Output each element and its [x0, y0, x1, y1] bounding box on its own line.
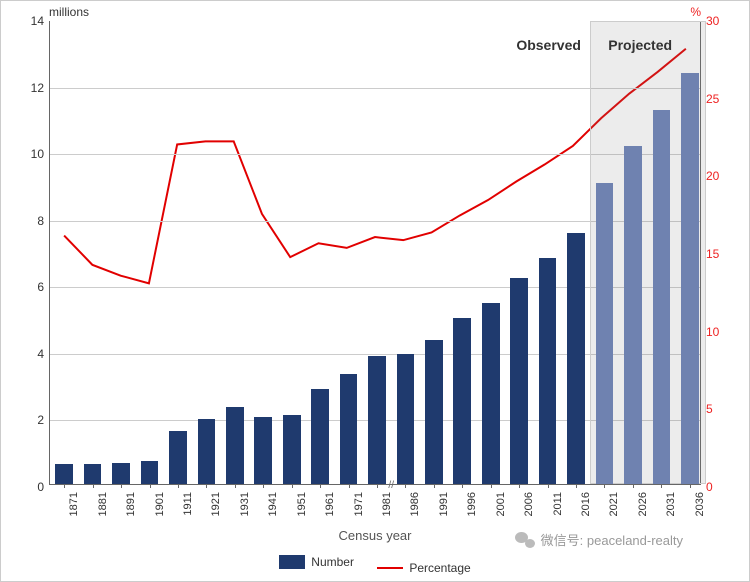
left-axis-tick-label: 10 [31, 147, 50, 161]
watermark: 微信号: peaceland-realty [509, 528, 689, 551]
x-tick [178, 484, 179, 488]
left-axis-tick-label: 14 [31, 14, 50, 28]
bar [425, 340, 443, 484]
bar [624, 146, 642, 484]
x-tick [235, 484, 236, 488]
bar [55, 464, 73, 484]
x-axis-tick-label: 1961 [324, 492, 336, 516]
bar [482, 303, 500, 484]
bar [283, 415, 301, 484]
x-axis-tick-label: 2026 [637, 492, 649, 516]
x-axis-tick-label: 1996 [466, 492, 478, 516]
x-axis-tick-label: 1891 [125, 492, 137, 516]
bar [567, 233, 585, 484]
x-axis-tick-label: 2011 [552, 492, 564, 516]
bar [141, 461, 159, 484]
x-tick [462, 484, 463, 488]
x-axis-tick-label: 1901 [154, 492, 166, 516]
x-axis-tick-label: 1921 [210, 492, 222, 516]
x-tick [434, 484, 435, 488]
legend-label-number: Number [311, 555, 354, 569]
bar [169, 431, 187, 484]
left-axis-tick-label: 6 [37, 280, 50, 294]
annotation-observed: Observed [516, 37, 581, 53]
left-axis-tick-label: 2 [37, 413, 50, 427]
x-tick [121, 484, 122, 488]
watermark-text: 微信号: peaceland-realty [541, 530, 683, 549]
x-tick [292, 484, 293, 488]
x-tick [349, 484, 350, 488]
x-axis-tick-label: 2036 [694, 492, 706, 516]
x-tick [690, 484, 691, 488]
chart-container: millions % 02468101214051015202530187118… [0, 0, 750, 582]
x-tick [320, 484, 321, 488]
legend-item-percentage: Percentage [377, 561, 470, 575]
x-tick [604, 484, 605, 488]
bar [226, 407, 244, 484]
x-tick [576, 484, 577, 488]
x-tick [491, 484, 492, 488]
x-axis-tick-label: 1981 [381, 492, 393, 516]
x-tick [661, 484, 662, 488]
x-tick [377, 484, 378, 488]
legend-label-percentage: Percentage [409, 561, 470, 575]
bar [340, 374, 358, 484]
left-axis-tick-label: 12 [31, 81, 50, 95]
axis-break: // [388, 480, 394, 491]
bar [653, 110, 671, 484]
legend-item-number: Number [279, 555, 354, 569]
bar [596, 183, 614, 484]
x-axis-tick-label: 1941 [267, 492, 279, 516]
left-axis-tick-label: 0 [37, 480, 50, 494]
x-tick [93, 484, 94, 488]
x-tick [64, 484, 65, 488]
x-axis-tick-label: 1951 [296, 492, 308, 516]
annotation-projected: Projected [608, 37, 672, 53]
left-axis-title: millions [49, 5, 89, 19]
x-tick [405, 484, 406, 488]
x-tick [150, 484, 151, 488]
bar [254, 417, 272, 484]
left-axis-tick-label: 4 [37, 347, 50, 361]
x-axis-tick-label: 1871 [68, 492, 80, 516]
x-axis-tick-label: 1971 [353, 492, 365, 516]
x-axis-tick-label: 1931 [239, 492, 251, 516]
bar [510, 278, 528, 484]
bar [681, 73, 699, 484]
x-axis-tick-label: 2031 [665, 492, 677, 516]
x-tick [519, 484, 520, 488]
legend-swatch-bar [279, 555, 305, 569]
legend: Number Percentage [1, 555, 749, 575]
x-tick [633, 484, 634, 488]
bar [84, 464, 102, 484]
x-tick [263, 484, 264, 488]
x-axis-tick-label: 1911 [182, 492, 194, 516]
bar [198, 419, 216, 484]
x-axis-tick-label: 1991 [438, 492, 450, 516]
x-axis-tick-label: 2016 [580, 492, 592, 516]
bar [539, 258, 557, 484]
bar [112, 463, 130, 484]
x-axis-tick-label: 1986 [409, 492, 421, 516]
bar [311, 389, 329, 484]
bar [397, 354, 415, 484]
x-axis-tick-label: 2021 [608, 492, 620, 516]
left-axis-tick-label: 8 [37, 214, 50, 228]
wechat-icon [515, 532, 535, 548]
x-axis-tick-label: 2006 [523, 492, 535, 516]
legend-swatch-line [377, 567, 403, 569]
x-tick [548, 484, 549, 488]
x-tick [206, 484, 207, 488]
plot-area: 0246810121405101520253018711881189119011… [49, 21, 701, 485]
x-axis-tick-label: 2001 [495, 492, 507, 516]
bar [368, 356, 386, 484]
bar [453, 318, 471, 484]
x-axis-tick-label: 1881 [97, 492, 109, 516]
